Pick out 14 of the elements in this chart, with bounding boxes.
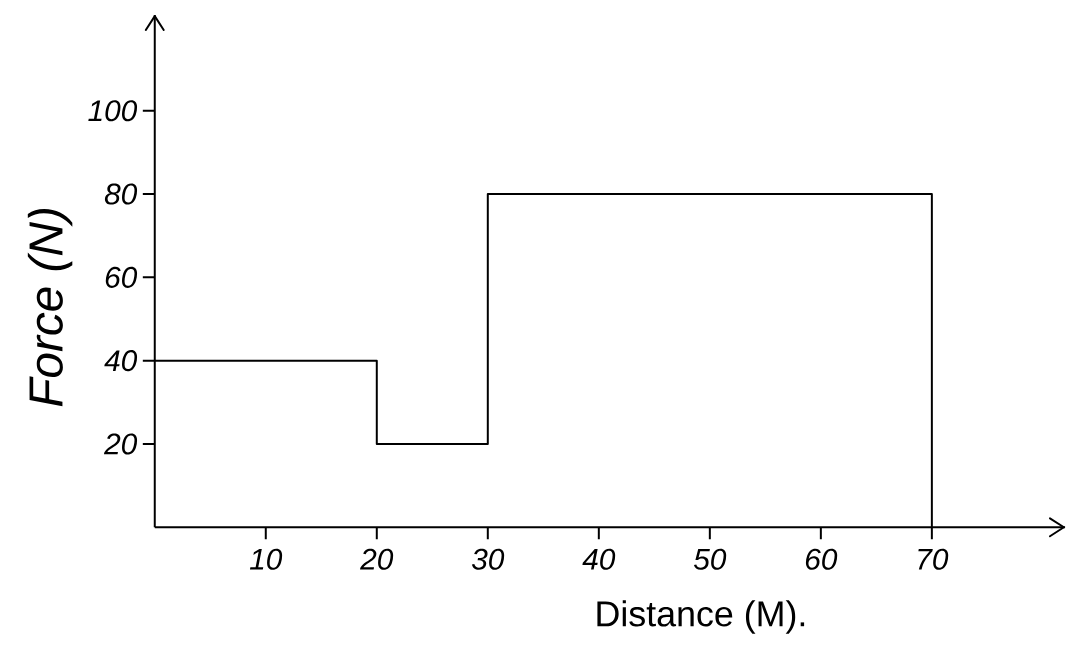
y-tick-label: 100 [88, 100, 138, 122]
x-tick-label: 30 [471, 548, 505, 571]
y-tick-label: 40 [104, 350, 138, 372]
x-axis-title: Distance (M). [597, 600, 805, 634]
x-tick-label: 40 [582, 548, 616, 571]
y-tick-label: 60 [105, 266, 138, 289]
y-tick-label: 80 [104, 183, 138, 205]
x-tick-label: 10 [249, 548, 283, 571]
y-axis-title: Force (N) [27, 209, 73, 407]
x-tick-label: 70 [918, 548, 949, 571]
x-tick-label: 50 [693, 548, 727, 571]
x-tick-label: 60 [805, 548, 838, 571]
y-tick-label: 20 [103, 433, 138, 455]
x-tick-label: 20 [360, 548, 394, 571]
